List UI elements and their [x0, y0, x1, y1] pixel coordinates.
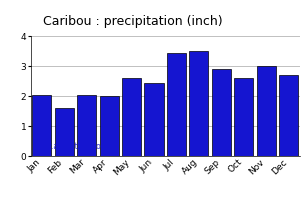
Bar: [279, 75, 298, 156]
Bar: [257, 66, 276, 156]
Bar: [212, 69, 231, 156]
Bar: [234, 78, 253, 156]
Bar: [77, 95, 96, 156]
Bar: [122, 78, 141, 156]
Text: Caribou : precipitation (inch): Caribou : precipitation (inch): [43, 15, 222, 28]
Bar: [189, 51, 208, 156]
Bar: [144, 82, 163, 156]
Text: www.allmetsat.com: www.allmetsat.com: [33, 142, 108, 151]
Bar: [100, 96, 119, 156]
Bar: [167, 52, 186, 156]
Bar: [55, 108, 74, 156]
Bar: [32, 95, 51, 156]
